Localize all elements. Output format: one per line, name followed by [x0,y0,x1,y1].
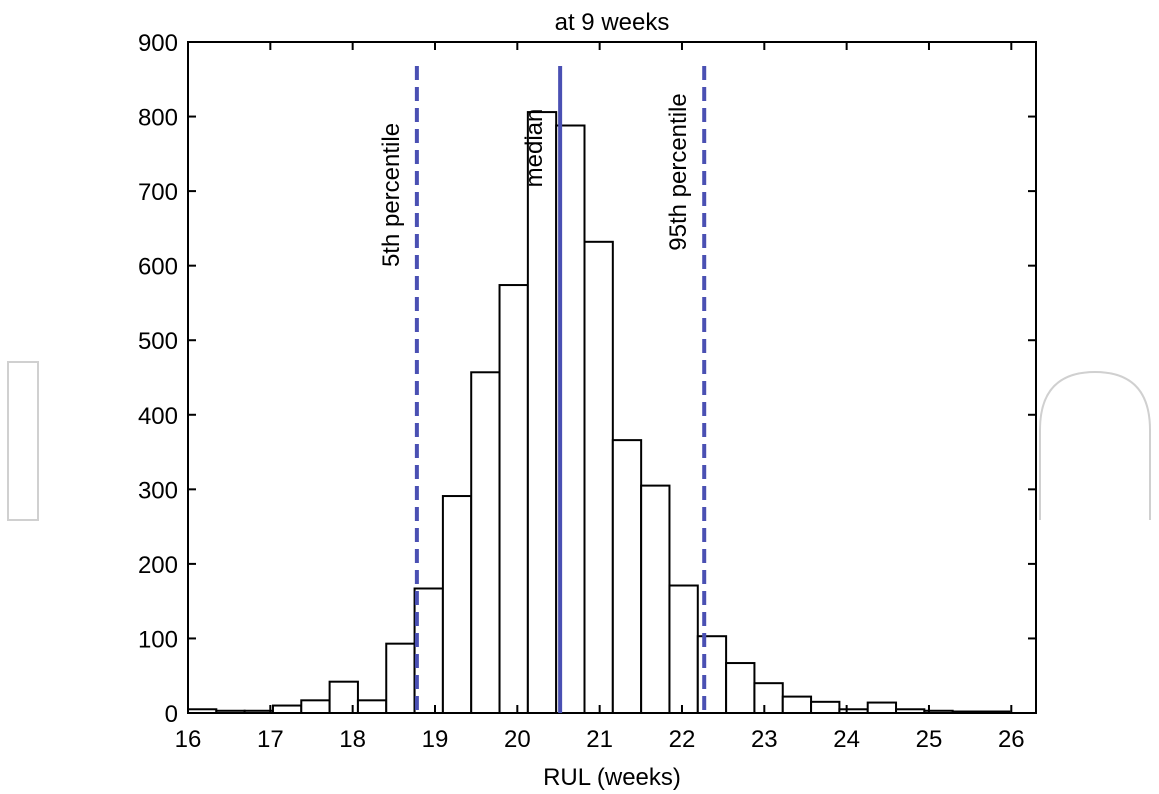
histogram-bar [498,284,529,714]
histogram-bar [611,439,643,714]
y-tick-label: 0 [165,701,178,728]
x-tick-label: 18 [339,726,366,753]
histogram-bar [866,701,898,714]
histogram-bar [441,495,473,714]
x-tick-label: 17 [257,726,284,753]
y-tick-label: 600 [138,254,178,281]
watermark-logo [7,361,1151,521]
histogram-bar [781,695,813,714]
x-ticks-group: 16 17 18 19 20 21 22 23 24 25 26 [175,42,1025,753]
x-tick-label: 21 [586,726,613,753]
histogram-bar [640,484,671,714]
plot-area: 5th percentile median 95th percentile 16 17… [138,30,1037,753]
x-tick-label: 22 [669,726,696,753]
x-tick-label: 16 [175,726,202,753]
y-tick-label: 500 [138,328,178,355]
histogram-bar [980,710,1011,715]
histogram-bar [356,699,388,715]
x-axis-label: RUL (weeks) [543,764,681,791]
y-ticks-group: 0 100 200 300 400 500 600 700 800 900 [138,30,1036,728]
histogram-bar [895,708,926,714]
histogram-bar [753,682,784,715]
histogram-bar [470,371,501,714]
y-tick-label: 800 [138,105,178,132]
histogram-bar [838,708,869,714]
y-tick-label: 400 [138,403,178,430]
marker-label: median [521,109,548,188]
histogram-bar [271,704,303,714]
histogram-bar [696,635,728,714]
histogram-bar [725,662,756,715]
histogram-bar [243,709,274,714]
marker-label: 5th percentile [378,123,405,267]
y-tick-label: 100 [138,626,178,653]
markers-group: 5th percentile median 95th percentile [378,66,707,713]
histogram-bar [810,700,841,714]
histogram-bar [413,587,444,715]
y-tick-label: 700 [138,179,178,206]
x-tick-label: 19 [422,726,449,753]
histogram-bar [300,699,331,715]
histogram-bar [583,240,614,714]
marker-label: 95th percentile [665,93,692,250]
chart-title: at 9 weeks [555,9,670,36]
bars-group [187,111,1011,715]
histogram-bar [668,584,699,715]
histogram-bar [328,680,359,714]
histogram-bar [951,710,983,715]
y-tick-label: 900 [138,30,178,57]
y-tick-label: 200 [138,552,178,579]
histogram-bar [215,709,246,714]
x-tick-label: 20 [504,726,531,753]
histogram-bar [526,111,558,715]
histogram-bar [385,642,416,714]
x-tick-label: 23 [751,726,778,753]
x-tick-label: 24 [833,726,860,753]
y-tick-label: 300 [138,477,178,504]
x-tick-label: 26 [998,726,1025,753]
x-tick-label: 25 [916,726,943,753]
